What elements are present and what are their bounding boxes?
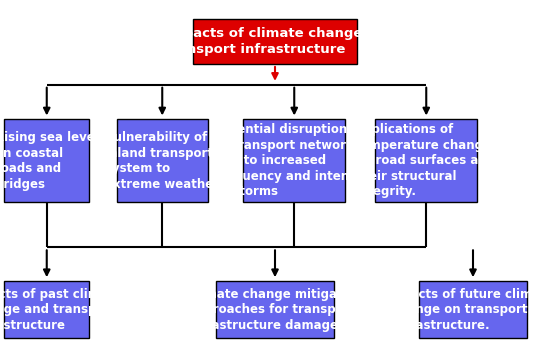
Text: Implications of
temperature changes
on road surfaces and
their structural
integr: Implications of temperature changes on r… <box>355 124 498 198</box>
Text: Impacts of climate change on
transport infrastructure: Impacts of climate change on transport i… <box>164 27 386 56</box>
Text: Potential disruption
of transport network
due to increased
frequency and intensi: Potential disruption of transport networ… <box>215 124 373 198</box>
FancyBboxPatch shape <box>192 19 358 64</box>
FancyBboxPatch shape <box>216 281 334 338</box>
Text: Effects of future climate
change on transport
infrastructure.: Effects of future climate change on tran… <box>392 288 550 332</box>
Text: Effects of past climate
change and transport
infrastructure: Effects of past climate change and trans… <box>0 288 122 332</box>
Text: Climate change mitigation
approaches for transport
infrastructure damages: Climate change mitigation approaches for… <box>188 288 362 332</box>
FancyBboxPatch shape <box>117 119 207 202</box>
Text: Vulnerability of
inland transport
system to
extreme weather: Vulnerability of inland transport system… <box>105 131 219 191</box>
FancyBboxPatch shape <box>419 281 527 338</box>
FancyBboxPatch shape <box>243 119 345 202</box>
FancyBboxPatch shape <box>4 119 89 202</box>
FancyBboxPatch shape <box>4 281 89 338</box>
Text: Rising sea level
on coastal
roads and
bridges: Rising sea level on coastal roads and br… <box>0 131 98 191</box>
FancyBboxPatch shape <box>375 119 477 202</box>
